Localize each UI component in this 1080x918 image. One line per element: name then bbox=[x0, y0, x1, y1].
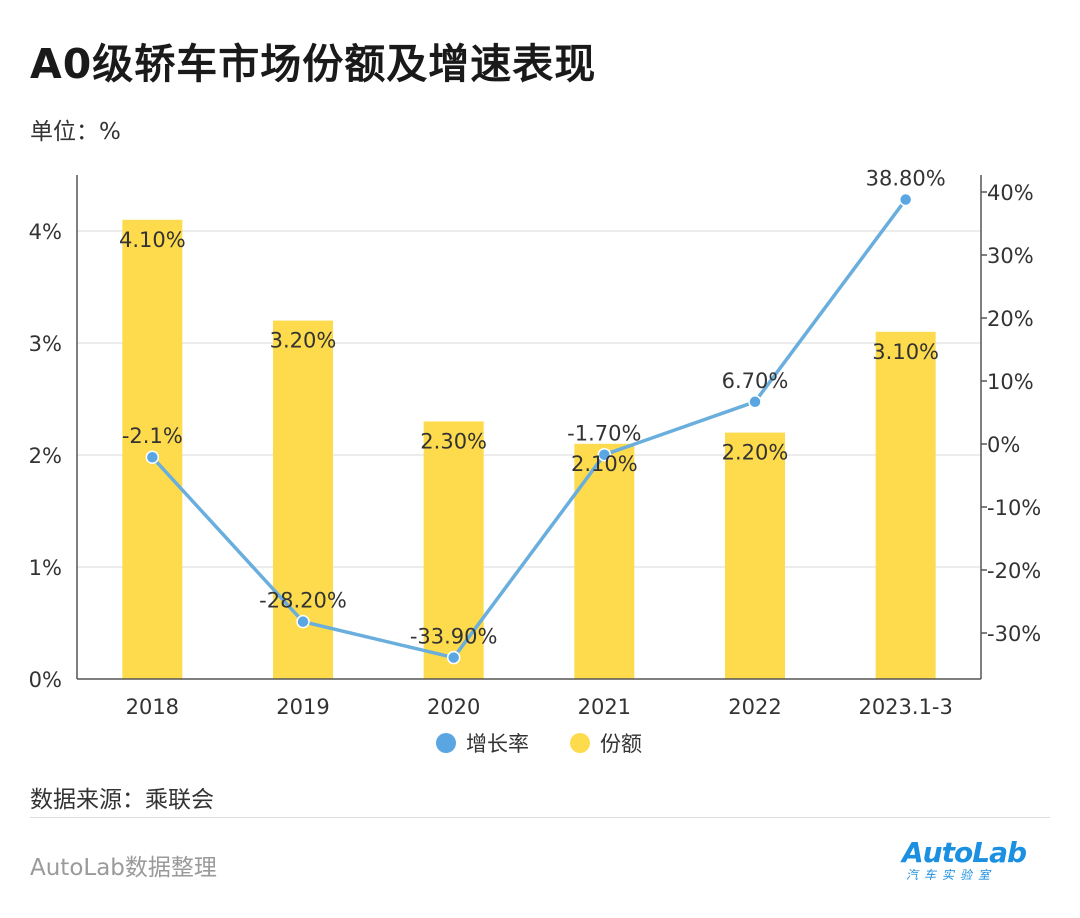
bar-data-label: 2.10% bbox=[571, 452, 638, 476]
right-tick-label: 0% bbox=[987, 433, 1020, 457]
growth-point bbox=[597, 447, 612, 462]
growth-point bbox=[145, 450, 160, 464]
x-tick-label: 2022 bbox=[728, 695, 781, 719]
footer-label: AutoLab数据整理 bbox=[30, 855, 217, 881]
growth-point bbox=[748, 395, 762, 409]
growth-point bbox=[446, 650, 461, 665]
legend-label-share: 份额 bbox=[600, 732, 642, 756]
right-tick-label: -30% bbox=[987, 622, 1041, 646]
line-data-label: -2.1% bbox=[122, 424, 183, 448]
growth-line bbox=[151, 198, 908, 660]
x-tick-label: 2018 bbox=[126, 695, 179, 719]
line-data-label: 38.80% bbox=[866, 167, 946, 191]
x-tick-label: 2021 bbox=[578, 695, 631, 719]
right-tick-label: 30% bbox=[987, 244, 1034, 268]
left-tick-label: 0% bbox=[29, 668, 62, 692]
unit-label: 单位：% bbox=[30, 119, 121, 145]
bar-share bbox=[122, 219, 183, 680]
bar-share bbox=[875, 331, 936, 679]
logo-main-text: AutoLab bbox=[902, 836, 1027, 869]
bar-share bbox=[423, 421, 484, 679]
line-data-label: -1.70% bbox=[567, 422, 641, 446]
x-tick-label: 2020 bbox=[427, 695, 480, 719]
left-tick-label: 1% bbox=[29, 556, 62, 580]
x-tick-label: 2023.1-3 bbox=[858, 695, 952, 719]
legend-marker-share bbox=[570, 733, 590, 753]
left-tick-label: 2% bbox=[29, 444, 62, 468]
line-data-label: -28.20% bbox=[259, 589, 347, 613]
growth-point bbox=[898, 192, 913, 207]
line-data-label: -33.90% bbox=[410, 625, 498, 649]
bar-data-label: 4.10% bbox=[119, 228, 186, 252]
growth-point bbox=[296, 614, 310, 629]
right-tick-label: -20% bbox=[987, 559, 1041, 583]
right-tick-label: 40% bbox=[987, 181, 1034, 205]
line-data-label: 6.70% bbox=[722, 369, 789, 393]
bar-data-label: 2.20% bbox=[722, 441, 789, 465]
left-tick-label: 3% bbox=[29, 332, 62, 356]
bar-share bbox=[574, 443, 635, 679]
left-tick-label: 4% bbox=[29, 220, 62, 244]
x-tick-label: 2019 bbox=[276, 695, 329, 719]
autolab-logo: AutoLab 汽车实验室 bbox=[902, 838, 1032, 888]
chart-svg: 0% 1% 2% 3% 4% -30% -20% -10% 0% 10% 20% 30% 40% 2018… bbox=[29, 167, 1042, 756]
logo-sub-text: 汽车实验室 bbox=[906, 868, 997, 882]
footer-divider bbox=[30, 817, 1050, 818]
right-tick-label: 10% bbox=[987, 370, 1034, 394]
chart-title: A0级轿车市场份额及增速表现 bbox=[30, 40, 597, 88]
source-label: 数据来源：乘联会 bbox=[30, 787, 214, 813]
bar-data-label: 3.20% bbox=[270, 329, 337, 353]
legend-marker-growth bbox=[436, 733, 456, 753]
bar-share bbox=[725, 432, 785, 679]
bar-data-label: 3.10% bbox=[872, 340, 939, 364]
right-tick-label: -10% bbox=[987, 496, 1041, 520]
legend-label-growth: 增长率 bbox=[466, 732, 529, 756]
bar-data-label: 2.30% bbox=[420, 429, 487, 453]
right-tick-label: 20% bbox=[987, 307, 1034, 331]
